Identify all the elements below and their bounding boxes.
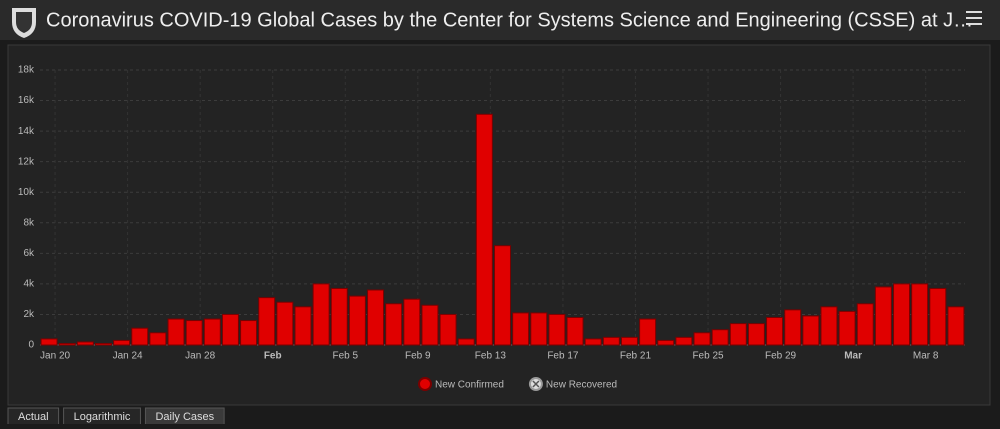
bar	[856, 303, 874, 346]
bar	[584, 338, 602, 346]
legend-off-mark	[532, 380, 540, 388]
bar	[747, 323, 765, 346]
bar	[929, 287, 947, 346]
bar	[729, 323, 747, 346]
x-tick-label: Mar 8	[913, 351, 939, 362]
tab[interactable]: Actual	[7, 407, 60, 427]
bar	[312, 283, 330, 346]
bar	[874, 286, 892, 346]
y-tick-label: 18k	[18, 65, 35, 76]
bar	[294, 306, 312, 346]
bar	[475, 113, 493, 346]
bar	[911, 283, 929, 346]
bar	[95, 342, 112, 346]
legend-label: New Confirmed	[435, 380, 504, 391]
y-tick-label: 16k	[18, 95, 35, 106]
menu-button[interactable]	[966, 11, 982, 25]
bar	[421, 304, 439, 346]
bar	[221, 313, 239, 346]
x-tick-label: Mar	[844, 351, 862, 362]
bar	[385, 303, 403, 346]
bar	[367, 289, 385, 346]
header-title: Coronavirus COVID-19 Global Cases by the…	[46, 9, 973, 31]
legend-item[interactable]: New Recovered	[528, 377, 617, 391]
y-tick-label: 10k	[18, 187, 35, 198]
bar	[657, 339, 675, 346]
x-tick-label: Feb 9	[405, 351, 431, 362]
bar	[512, 312, 530, 346]
tab-label: Actual	[18, 411, 49, 423]
tab-label: Logarithmic	[74, 411, 131, 423]
legend-item[interactable]: New Confirmed	[418, 377, 504, 391]
bar	[947, 306, 965, 346]
bar	[276, 301, 294, 346]
bar	[58, 342, 76, 346]
bar	[457, 338, 475, 346]
bar	[893, 283, 911, 346]
x-tick-label: Jan 28	[185, 351, 215, 362]
bar	[766, 317, 784, 346]
bar	[548, 313, 566, 346]
bar	[820, 306, 838, 346]
bar	[838, 310, 856, 346]
bar	[439, 313, 457, 346]
bar	[711, 329, 729, 346]
y-tick-label: 4k	[23, 279, 35, 290]
x-tick-label: Feb 17	[547, 351, 579, 362]
x-tick-label: Feb 13	[475, 351, 507, 362]
bar	[693, 332, 711, 346]
bar	[131, 327, 149, 346]
x-tick-label: Feb 25	[692, 351, 724, 362]
bar	[76, 341, 94, 346]
bar	[530, 312, 548, 346]
bar	[113, 339, 131, 346]
header-bar	[0, 0, 1000, 40]
tabs: Actual Logarithmic Daily Cases	[7, 407, 225, 427]
bar	[167, 318, 185, 346]
bar	[784, 309, 802, 346]
logo	[12, 8, 36, 38]
bar	[330, 287, 348, 346]
x-tick-label: Feb 21	[620, 351, 652, 362]
bar	[258, 297, 276, 346]
legend-label: New Recovered	[546, 380, 617, 391]
y-tick-label: 8k	[23, 217, 35, 228]
bar	[620, 336, 638, 346]
bar	[203, 318, 221, 346]
bar	[802, 315, 820, 346]
x-tick-label: Jan 24	[113, 351, 143, 362]
bar	[40, 338, 58, 346]
bar	[566, 317, 584, 346]
tab[interactable]: Daily Cases	[144, 407, 225, 427]
bar	[494, 245, 511, 346]
bar	[348, 295, 366, 346]
x-tick-label: Feb 29	[765, 351, 797, 362]
x-tick-label: Feb 5	[332, 351, 358, 362]
y-tick-label: 2k	[23, 309, 35, 320]
x-tick-label: Jan 20	[40, 351, 70, 362]
bar	[602, 336, 620, 346]
y-tick-label: 14k	[18, 126, 35, 137]
bar	[185, 320, 203, 346]
bar	[639, 318, 657, 346]
y-tick-label: 0	[28, 340, 34, 351]
bar	[675, 336, 693, 346]
legend-swatch	[418, 377, 432, 391]
bar	[240, 320, 258, 346]
x-tick-label: Feb	[264, 351, 282, 362]
y-tick-label: 6k	[23, 248, 35, 259]
y-tick-label: 12k	[18, 156, 35, 167]
bar	[403, 298, 421, 346]
tab-label: Daily Cases	[155, 411, 214, 423]
tab[interactable]: Logarithmic	[63, 407, 141, 427]
bar	[149, 332, 167, 346]
